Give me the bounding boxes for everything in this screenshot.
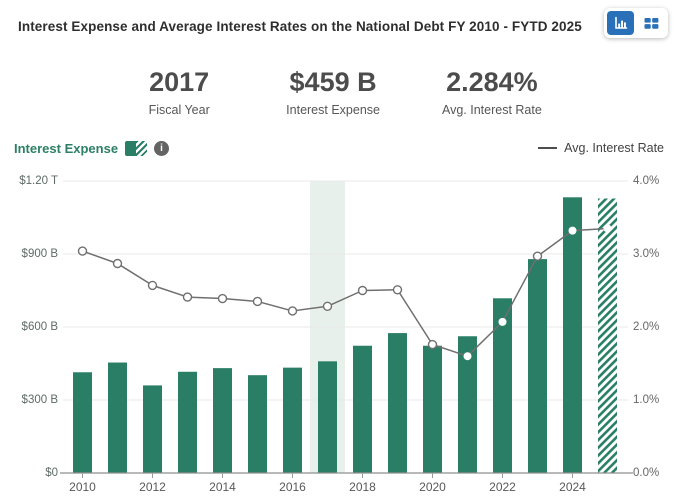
x-axis-tick-label: 2012 <box>139 480 166 494</box>
bar-2023[interactable] <box>528 259 547 473</box>
rate-marker-2010 <box>77 246 88 256</box>
right-axis-tick: 1.0% <box>633 394 659 406</box>
rate-marker-2022 <box>498 317 507 326</box>
combo-chart[interactable]: $0 0.0% $300 B 1.0% $600 B 2.0% $900 B 3.0% $1.2… <box>0 173 676 503</box>
rate-marker-2017 <box>322 301 333 311</box>
rate-marker-2016 <box>287 306 298 316</box>
info-circle-icon[interactable]: i <box>154 140 170 156</box>
stat-avg-interest-rate-value: 2.284% <box>446 67 538 97</box>
bar-2013[interactable] <box>178 371 197 473</box>
right-axis-tick: 0.0% <box>633 467 659 479</box>
x-axis-tick-label: 2014 <box>209 480 236 494</box>
rate-marker-2015 <box>252 296 263 307</box>
stat-fiscal-year: 2017 Fiscal Year <box>134 67 224 117</box>
x-axis-tick-label: 2024 <box>559 480 586 494</box>
rate-marker-2018 <box>357 285 368 296</box>
bar-2024[interactable] <box>563 197 582 473</box>
bar-series-swatch <box>125 140 148 156</box>
bar-2021[interactable] <box>458 336 477 473</box>
stat-interest-expense: $459 B Interest Expense <box>286 67 380 117</box>
stat-interest-expense-label: Interest Expense <box>286 102 380 117</box>
stat-avg-interest-rate-label: Avg. Interest Rate <box>441 102 542 117</box>
table-icon <box>644 17 659 29</box>
bar-2016[interactable] <box>283 367 302 473</box>
bar-2017[interactable] <box>318 361 337 473</box>
x-axis-tick-label: 2016 <box>279 480 306 494</box>
left-axis-tick: $1.20 T <box>19 175 58 187</box>
rate-marker-2013 <box>182 292 193 302</box>
x-axis-tick-label: 2022 <box>489 480 516 494</box>
bar-2014[interactable] <box>213 368 232 473</box>
bar-2022[interactable] <box>493 298 512 473</box>
rate-marker-2021 <box>463 352 472 361</box>
stat-fiscal-year-value: 2017 <box>149 67 210 97</box>
card-header: Interest Expense and Average Interest Ra… <box>0 0 676 46</box>
bar-2011[interactable] <box>108 362 127 473</box>
rate-marker-2023 <box>532 251 543 261</box>
chart-legend: Interest Expense i Avg. Interest Rate <box>14 138 664 158</box>
x-axis-tick-label: 2020 <box>419 480 446 494</box>
rate-marker-2014 <box>217 293 228 304</box>
rate-marker-2024 <box>568 226 577 235</box>
right-axis-tick: 4.0% <box>633 175 659 187</box>
x-axis-tick-label: 2018 <box>349 480 376 494</box>
rate-marker-2011 <box>112 258 123 269</box>
view-toggle <box>604 8 668 38</box>
stat-avg-interest-rate: 2.284% Avg. Interest Rate <box>441 67 542 117</box>
bar-2025[interactable] <box>598 198 617 473</box>
right-axis-tick: 3.0% <box>633 248 659 260</box>
rate-marker-2025 <box>603 224 612 233</box>
bar-2012[interactable] <box>143 385 162 473</box>
legend-interest-expense-label: Interest Expense <box>14 140 119 156</box>
legend-avg-interest-rate: Avg. Interest Rate <box>538 141 664 155</box>
left-axis-tick: $300 B <box>22 394 59 406</box>
bar-2020[interactable] <box>423 345 442 473</box>
bar-2010[interactable] <box>73 372 92 473</box>
bar-chart-icon <box>614 16 627 29</box>
left-axis-tick: $0 <box>45 467 58 479</box>
bar-2018[interactable] <box>353 345 372 473</box>
right-axis-tick: 2.0% <box>633 321 659 333</box>
chart-view-button[interactable] <box>607 11 634 35</box>
bar-2015[interactable] <box>248 375 267 473</box>
legend-avg-interest-rate-label: Avg. Interest Rate <box>564 141 664 155</box>
left-axis-tick: $900 B <box>22 248 59 260</box>
avg-interest-rate-line <box>82 227 608 357</box>
x-axis-tick-label: 2010 <box>69 480 96 494</box>
legend-interest-expense: Interest Expense i <box>14 140 170 156</box>
chart-title: Interest Expense and Average Interest Ra… <box>18 19 582 34</box>
left-axis-tick: $600 B <box>22 321 59 333</box>
rate-marker-2012 <box>147 280 158 291</box>
bar-2019[interactable] <box>388 333 407 473</box>
stat-fiscal-year-label: Fiscal Year <box>148 102 210 117</box>
rate-marker-2019 <box>392 285 403 295</box>
selected-year-stats: 2017 Fiscal Year $459 B Interest Expense… <box>0 67 676 117</box>
table-view-button[interactable] <box>638 11 665 35</box>
line-series-swatch <box>538 146 558 150</box>
rate-marker-2020 <box>427 339 438 350</box>
stat-interest-expense-value: $459 B <box>289 67 377 97</box>
